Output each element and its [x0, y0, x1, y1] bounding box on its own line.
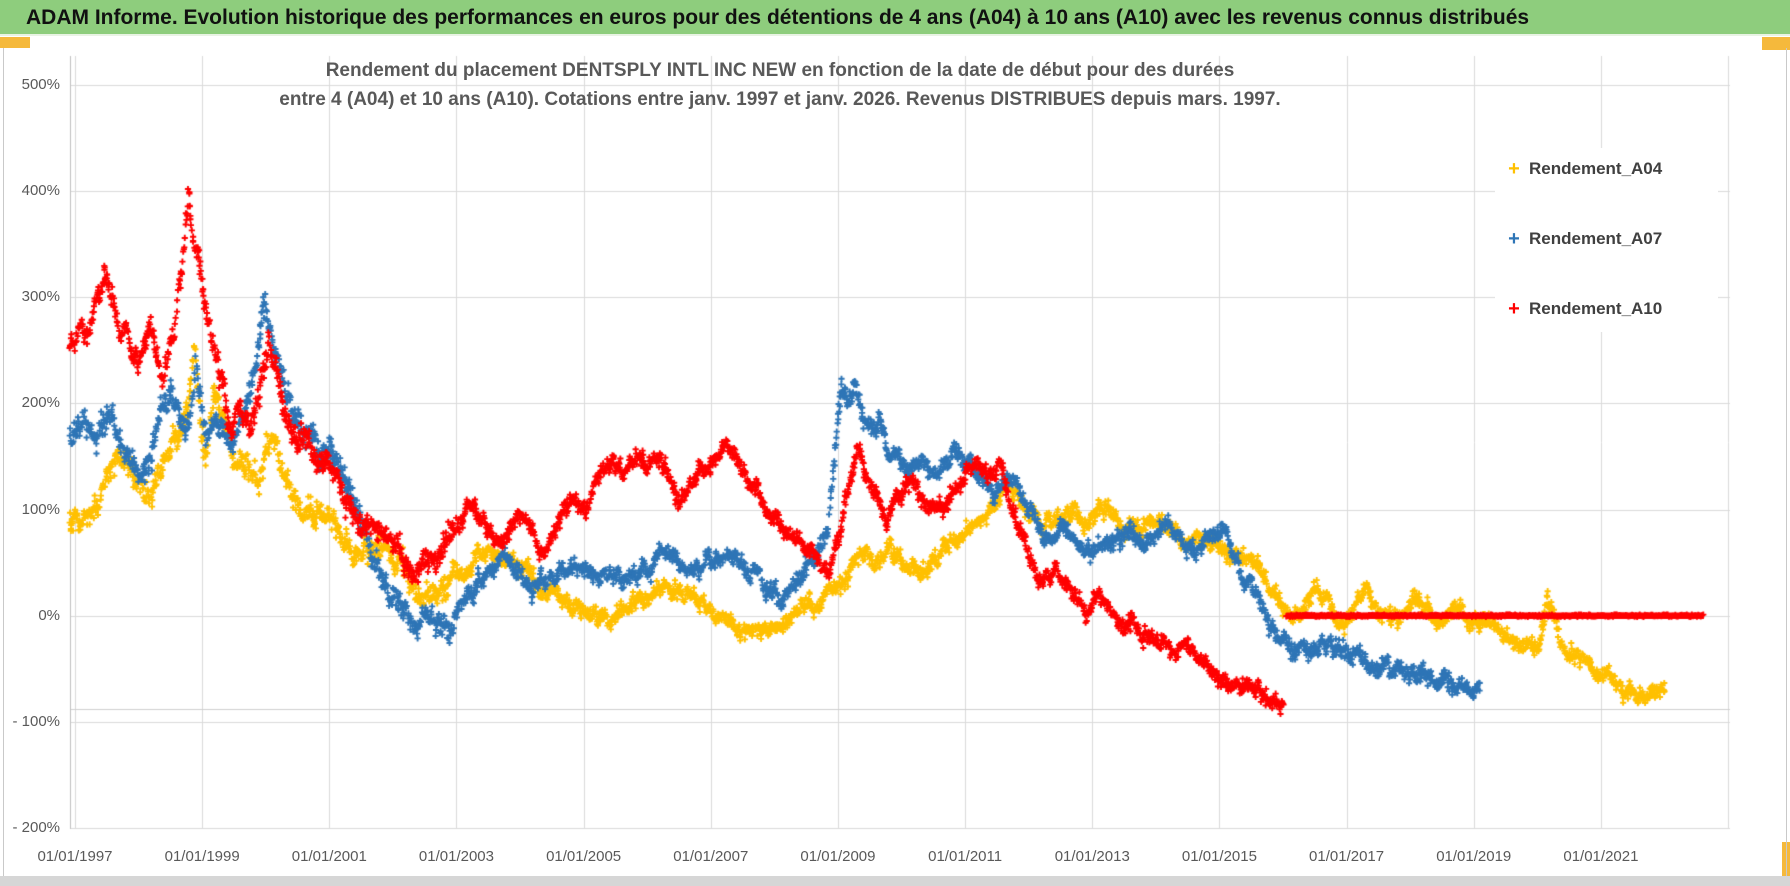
y-axis-label: 500%	[21, 76, 60, 93]
y-axis-label: 400%	[21, 182, 60, 200]
legend-item-rendement_a07: + Rendement_A07	[1503, 226, 1718, 252]
x-axis-label: 01/01/2013	[1054, 848, 1130, 865]
y-axis-label: 200%	[21, 394, 60, 412]
y-axis-label: 300%	[21, 288, 60, 306]
x-axis-label: 01/01/1997	[37, 848, 113, 865]
y-axis-label: - 200%	[12, 818, 60, 836]
x-axis-label: 01/01/2017	[1309, 848, 1385, 865]
plus-marker-icon: +	[1508, 298, 1520, 320]
chart-title-line1: Rendement du placement DENTSPLY INTL INC…	[325, 60, 1235, 81]
x-axis-label: 01/01/2015	[1181, 848, 1257, 865]
x-axis-label: 01/01/2003	[418, 848, 494, 865]
y-axis-label: - 100%	[12, 712, 60, 730]
chart-canvas	[0, 36, 1790, 886]
x-axis-label: 01/01/2007	[673, 848, 749, 865]
legend-label: Rendement_A10	[1529, 299, 1663, 318]
legend-item-rendement_a10: + Rendement_A10	[1503, 296, 1718, 322]
app-header-title: ADAM Informe. Evolution historique des p…	[26, 6, 1530, 29]
chart-legend: + Rendement_A04 + Rendement_A07 + Rendement_A…	[1495, 148, 1718, 332]
y-axis-label: 0%	[38, 606, 60, 624]
legend-label: Rendement_A07	[1529, 229, 1663, 248]
app-header: ADAM Informe. Evolution historique des p…	[0, 0, 1790, 36]
performance-chart: Rendement du placement DENTSPLY INTL INC…	[0, 36, 1790, 886]
x-axis-label: 01/01/1999	[164, 848, 240, 865]
x-axis-label: 01/01/2009	[800, 848, 876, 865]
y-axis-label: 100%	[21, 500, 60, 518]
plus-marker-icon: +	[1508, 228, 1520, 250]
x-axis-label: 01/01/2011	[928, 848, 1003, 865]
x-axis-label: 01/01/2019	[1436, 848, 1512, 865]
legend-item-rendement_a04: + Rendement_A04	[1503, 156, 1718, 182]
x-axis-label: 01/01/2021	[1563, 848, 1639, 865]
plus-marker-icon: +	[1508, 158, 1520, 180]
x-axis-label: 01/01/2005	[546, 848, 622, 865]
legend-label: Rendement_A04	[1529, 159, 1663, 178]
x-axis-label: 01/01/2001	[291, 848, 367, 865]
chart-title-line2: entre 4 (A04) et 10 ans (A10). Cotations…	[279, 89, 1281, 110]
